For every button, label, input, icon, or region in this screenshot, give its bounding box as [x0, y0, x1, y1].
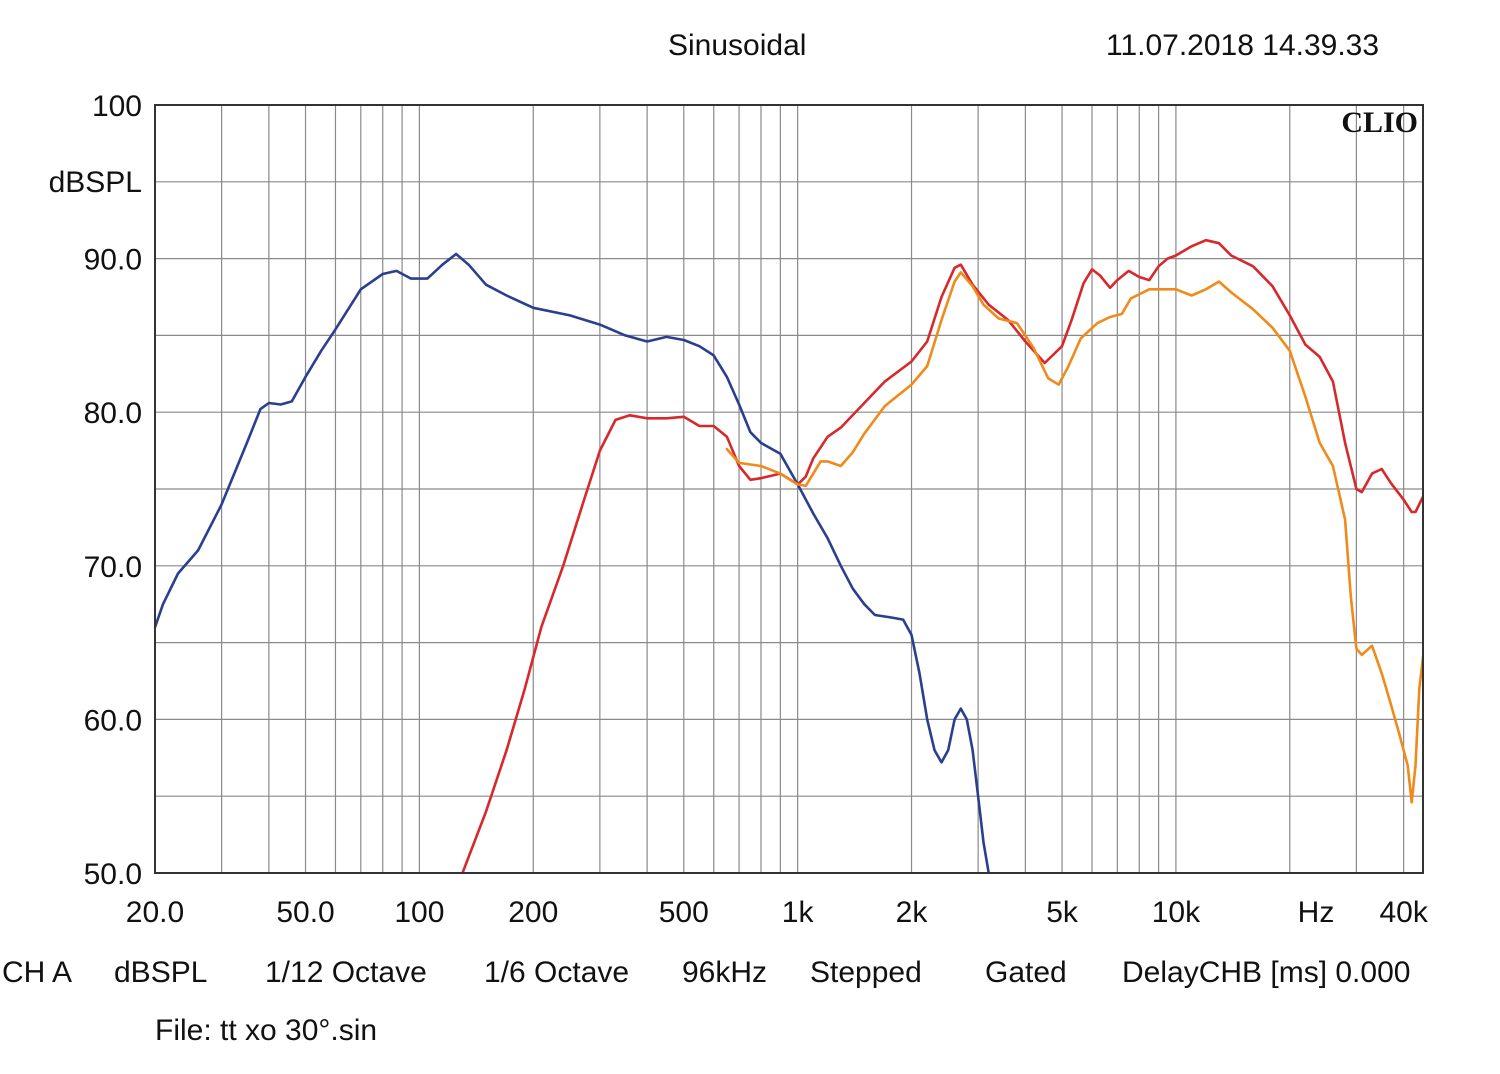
x-tick-label: 5k	[1046, 896, 1079, 929]
setting-sample-rate: 96kHz	[682, 956, 768, 989]
y-tick-label: 60.0	[84, 704, 142, 737]
series-curves	[155, 238, 1423, 873]
x-tick-label: 40k	[1379, 896, 1428, 929]
plot-frame	[154, 104, 1424, 874]
x-axis-unit-label: Hz	[1298, 896, 1335, 929]
setting-unit: dBSPL	[114, 956, 208, 989]
x-tick-label: 2k	[896, 896, 929, 929]
x-tick-label: 100	[394, 896, 444, 929]
file-name: File: tt xo 30°.sin	[155, 1014, 378, 1047]
measurement-mode: Sinusoidal	[668, 29, 807, 62]
chart-grid	[155, 105, 1423, 873]
measurement-datetime: 11.07.2018 14.39.33	[1106, 29, 1380, 62]
x-tick-label: 20.0	[126, 896, 184, 929]
clio-logo: CLIO	[1341, 106, 1418, 139]
setting-delay: DelayCHB [ms] 0.000	[1122, 956, 1411, 989]
x-tick-label: 200	[508, 896, 558, 929]
y-tick-label: 50.0	[84, 858, 142, 891]
setting-resolution: 1/12 Octave	[265, 956, 427, 989]
setting-channel: CH A	[2, 956, 73, 989]
y-tick-label: 70.0	[84, 551, 142, 584]
x-tick-label: 500	[659, 896, 709, 929]
y-tick-label: 90.0	[84, 244, 142, 277]
x-tick-label: 1k	[782, 896, 815, 929]
setting-sweep-type: Stepped	[810, 956, 922, 989]
series-line-3	[725, 271, 1423, 804]
x-tick-label: 50.0	[276, 896, 334, 929]
x-tick-label: 10k	[1152, 896, 1201, 929]
y-axis-ticks: 100 90.0 80.0 70.0 60.0 50.0	[84, 90, 142, 891]
setting-gating: Gated	[985, 956, 1067, 989]
series-line-1	[155, 252, 991, 873]
series-line-2	[461, 238, 1423, 873]
x-axis-ticks: 20.0 50.0 100 200 500 1k 2k 5k 10k 40k	[126, 896, 1429, 929]
y-tick-label: 80.0	[84, 397, 142, 430]
setting-smoothing: 1/6 Octave	[484, 956, 630, 989]
y-tick-label: 100	[92, 90, 142, 123]
y-axis-label: dBSPL	[49, 166, 142, 199]
